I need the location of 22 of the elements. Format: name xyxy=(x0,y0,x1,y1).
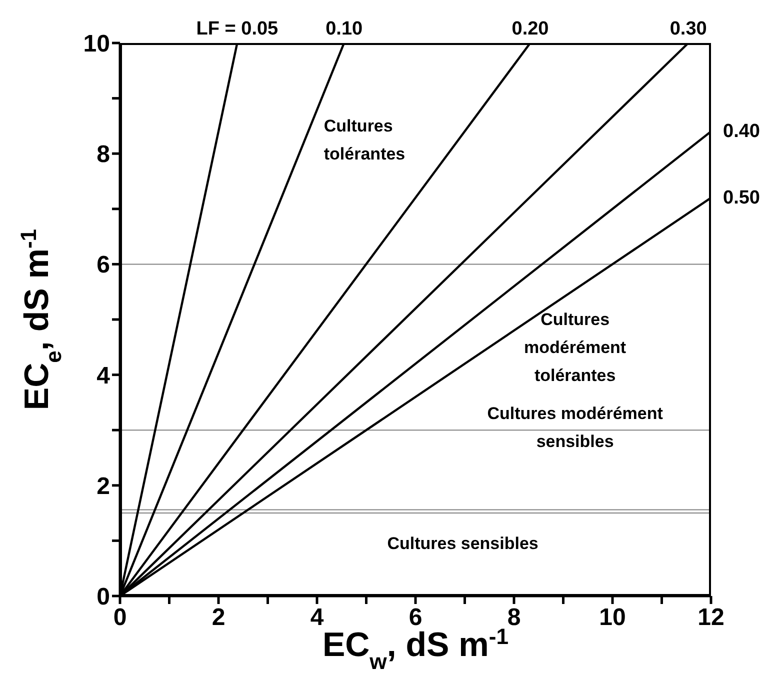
series-label: 0.40 xyxy=(723,120,760,142)
y-tick-label: 6 xyxy=(96,252,110,279)
y-tick-label: 0 xyxy=(96,584,110,611)
x-tick-label: 4 xyxy=(310,604,324,632)
series-label: 0.20 xyxy=(512,18,549,40)
y-tick-label: 4 xyxy=(96,362,111,390)
annotation: Cultures sensibles xyxy=(387,534,538,553)
x-tick-label: 6 xyxy=(408,604,422,632)
series-label: LF = 0.05 xyxy=(196,18,279,40)
x-tick-label: 8 xyxy=(507,604,521,632)
y-tick-label: 10 xyxy=(83,30,110,58)
series-label: 0.10 xyxy=(326,18,363,40)
x-tick-label: 2 xyxy=(212,604,226,632)
annotation: Cultures modérément tolérantes xyxy=(524,310,626,386)
x-tick-label: 12 xyxy=(698,604,724,632)
series-label: 0.30 xyxy=(670,18,707,40)
y-tick-label: 2 xyxy=(96,472,110,500)
x-tick-label: 10 xyxy=(599,604,626,632)
y-tick-label: 8 xyxy=(96,141,110,168)
annotation: Cultures modérément sensibles xyxy=(487,404,664,452)
annotation: Cultures tolérantes xyxy=(324,116,406,164)
series-label: 0.50 xyxy=(723,187,760,208)
